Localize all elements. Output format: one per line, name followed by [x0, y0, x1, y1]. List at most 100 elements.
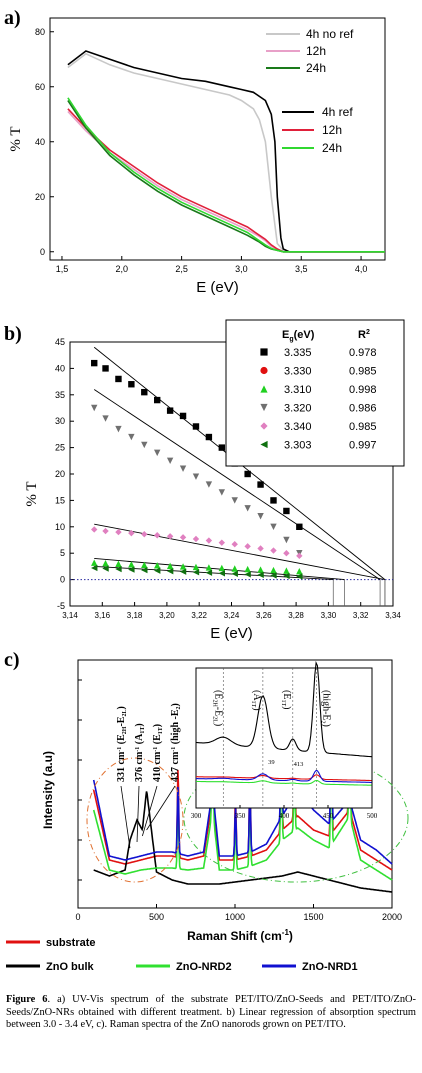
marker-triangle-down [91, 404, 98, 412]
series-line [92, 721, 393, 881]
label-part: (E [152, 734, 163, 747]
series-line [67, 50, 385, 253]
label-part: 1T [140, 727, 146, 734]
marker-circle [260, 366, 268, 375]
inset-x-tick-label: 400 [279, 812, 290, 820]
highlight-ellipse [86, 757, 184, 883]
marker-triangle-down [270, 523, 277, 530]
peak-annotation: 376 cm-1 (A1T) [134, 723, 146, 782]
marker-triangle-up [179, 563, 187, 570]
table-r2-value: 0.986 [349, 403, 377, 415]
x-tick-label: 1000 [225, 912, 245, 922]
marker-triangle-down [166, 457, 174, 464]
x-axis-label: E (eV) [210, 625, 253, 642]
marker-diamond [270, 547, 277, 554]
marker-triangle-left [260, 440, 268, 449]
label-part: 2H [211, 699, 217, 707]
x-tick-label: 3,20 [159, 611, 175, 620]
marker-triangle-left [231, 570, 238, 577]
series-line [67, 97, 385, 253]
label-part: 1T [280, 699, 286, 706]
marker-triangle-up [141, 561, 148, 569]
label-part: ) [134, 723, 145, 726]
x-tick-label: 3,18 [127, 611, 143, 620]
inset-frame [195, 667, 373, 809]
marker-triangle-down [260, 403, 268, 412]
label-part: -1 [282, 928, 290, 937]
marker-square [154, 396, 161, 404]
marker-square [218, 444, 226, 451]
x-tick-label: 3,32 [353, 611, 369, 620]
x-axis-label: Raman Shift (cm-1) [187, 928, 293, 943]
marker-triangle-up [91, 559, 98, 566]
marker-triangle-left [91, 564, 98, 572]
marker-triangle-up [231, 565, 238, 572]
inset-series-line [195, 660, 372, 758]
y-axis-label: % T [8, 126, 24, 151]
marker-diamond [91, 526, 98, 533]
y-axis-label: Intensity (a.u) [41, 751, 55, 829]
marker-diamond [102, 527, 109, 535]
label-part: ) [251, 707, 262, 710]
label-part: R [358, 329, 366, 341]
marker-triangle-down [192, 473, 200, 480]
table-r2-value: 0.985 [349, 421, 377, 433]
marker-diamond [257, 545, 264, 552]
marker-diamond [231, 541, 238, 548]
table-eg-value: 3.340 [284, 421, 312, 433]
label-part: ) [281, 706, 292, 709]
inset-x-tick-label: 500 [367, 812, 378, 820]
marker-triangle-down [115, 425, 122, 433]
table-r2-value: 0.997 [349, 440, 377, 452]
y-tick-label: 0 [40, 247, 45, 257]
marker-diamond [179, 534, 187, 541]
marker-square [192, 423, 200, 430]
y-tick-label: 40 [55, 363, 65, 373]
label-part: (A [251, 690, 262, 701]
marker-triangle-left [166, 567, 174, 575]
marker-square [179, 412, 187, 420]
marker-triangle-left [115, 565, 122, 573]
panel-a: a) 1,5 2,0 2,5 3,0 3,5 4,0 0 20 40 60 80 E (eV) % T 4h… [4, 7, 386, 296]
marker-square [102, 365, 109, 372]
x-tick-label: 3,14 [62, 611, 78, 620]
label-part: 1T [250, 701, 256, 708]
marker-square [91, 359, 98, 367]
label-part: 376 cm [134, 751, 145, 782]
legend-label: 24h [306, 61, 326, 75]
table-eg-value: 3.335 [284, 347, 312, 359]
label-part: (E [116, 734, 127, 747]
marker-triangle-left [218, 570, 226, 577]
marker-triangle-up [166, 562, 174, 570]
label-part: 2H [122, 726, 128, 734]
x-tick-label: 3,22 [191, 611, 207, 620]
label-part: 1T [158, 727, 164, 734]
table-header-r2: R2 [358, 329, 370, 341]
table-eg-value: 3.303 [284, 440, 312, 452]
y-tick-label: 0 [60, 575, 65, 585]
marker-square [257, 481, 264, 488]
marker-diamond [218, 539, 226, 546]
fit-line [93, 389, 381, 580]
legend-table [225, 319, 405, 467]
peak-annotation: 331 cm-1 (E2H-E2L) [116, 706, 128, 782]
x-tick-label: 500 [149, 912, 164, 922]
marker-triangle-up [296, 567, 303, 575]
marker-triangle-up [283, 567, 290, 574]
marker-triangle-left [244, 571, 251, 578]
marker-triangle-left [154, 567, 161, 574]
label-part: Raman Shift (cm [187, 929, 282, 943]
marker-triangle-down [205, 481, 213, 488]
marker-triangle-up [218, 564, 226, 572]
marker-diamond [283, 550, 290, 557]
x-tick-label: 3,28 [288, 611, 304, 620]
y-tick-label: 80 [35, 27, 45, 37]
panel-b: b) 3,14 3,16 3,18 3,20 3,22 3,24 3,26 3,28 3,30 3,… [4, 319, 405, 642]
marker-diamond [244, 543, 251, 550]
x-tick-label: 3,24 [224, 611, 240, 620]
label-part: ) [152, 724, 163, 727]
label-part: ) [170, 703, 181, 706]
annotation-arrow [136, 785, 140, 843]
